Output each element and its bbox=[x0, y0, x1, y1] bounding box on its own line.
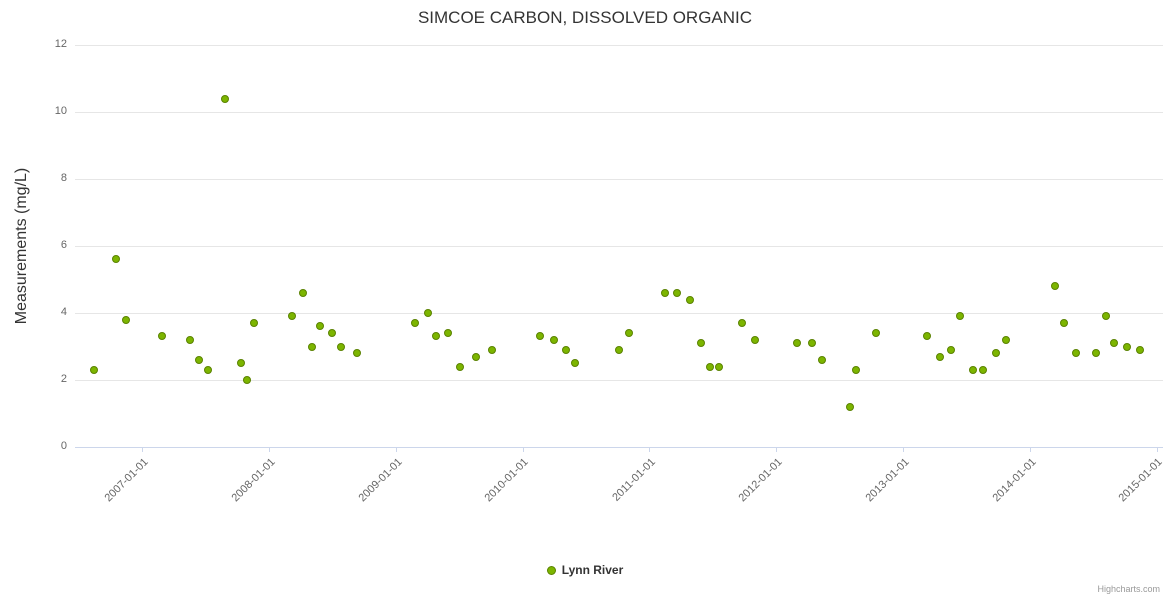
scatter-point[interactable] bbox=[243, 376, 252, 384]
scatter-point[interactable] bbox=[237, 359, 246, 368]
scatter-point[interactable] bbox=[536, 332, 545, 341]
x-axis-tick-label: 2008-01-01 bbox=[229, 456, 278, 505]
scatter-point[interactable] bbox=[660, 288, 669, 297]
x-axis-tick-mark bbox=[903, 447, 905, 452]
x-axis-tick-mark bbox=[142, 447, 144, 452]
scatter-point[interactable] bbox=[337, 342, 346, 351]
scatter-point[interactable] bbox=[817, 355, 826, 364]
x-axis-tick-label: 2014-01-01 bbox=[990, 456, 1039, 505]
x-axis-tick-mark bbox=[1156, 447, 1158, 452]
scatter-point[interactable] bbox=[1060, 319, 1069, 328]
scatter-point[interactable] bbox=[186, 335, 195, 344]
scatter-point[interactable] bbox=[352, 349, 361, 358]
scatter-point[interactable] bbox=[550, 335, 559, 344]
x-axis-tick-mark bbox=[395, 447, 397, 452]
scatter-point[interactable] bbox=[1071, 349, 1080, 358]
scatter-point[interactable] bbox=[852, 365, 861, 374]
scatter-point[interactable] bbox=[845, 402, 854, 411]
scatter-point[interactable] bbox=[792, 339, 801, 348]
scatter-point[interactable] bbox=[956, 312, 965, 321]
scatter-point[interactable] bbox=[686, 295, 694, 304]
scatter-point[interactable] bbox=[220, 94, 229, 103]
scatter-point[interactable] bbox=[158, 332, 167, 341]
scatter-point[interactable] bbox=[456, 362, 465, 371]
y-axis-tick-label: 0 bbox=[60, 440, 67, 452]
y-axis-tick-label: 6 bbox=[60, 239, 67, 251]
scatter-point[interactable] bbox=[807, 339, 816, 348]
legend-label: Lynn River bbox=[561, 563, 624, 577]
x-axis-tick-mark bbox=[776, 447, 778, 452]
y-axis-tick-label: 10 bbox=[54, 105, 67, 117]
gridline bbox=[75, 112, 1163, 113]
scatter-point[interactable] bbox=[561, 345, 570, 354]
scatter-point[interactable] bbox=[1136, 345, 1145, 354]
scatter-point[interactable] bbox=[111, 255, 120, 264]
scatter-point[interactable] bbox=[991, 349, 1000, 358]
highcharts-credit-link[interactable]: Highcharts.com bbox=[1097, 584, 1160, 594]
scatter-point[interactable] bbox=[1101, 312, 1110, 321]
scatter-point[interactable] bbox=[1123, 342, 1132, 351]
scatter-point[interactable] bbox=[615, 345, 623, 354]
scatter-point[interactable] bbox=[204, 365, 213, 374]
y-axis-tick-label: 12 bbox=[54, 38, 67, 50]
scatter-point[interactable] bbox=[308, 342, 317, 351]
scatter-point[interactable] bbox=[195, 355, 204, 364]
scatter-point[interactable] bbox=[1109, 339, 1118, 348]
x-axis-tick-label: 2007-01-01 bbox=[102, 456, 151, 505]
scatter-point[interactable] bbox=[715, 362, 724, 371]
scatter-point[interactable] bbox=[978, 365, 987, 374]
scatter-point[interactable] bbox=[1091, 349, 1100, 358]
scatter-point[interactable] bbox=[488, 345, 497, 354]
x-axis-tick-mark bbox=[1029, 447, 1031, 452]
gridline bbox=[75, 246, 1163, 247]
x-axis-tick-label: 2015-01-01 bbox=[1116, 456, 1166, 505]
x-axis-tick-label: 2011-01-01 bbox=[610, 456, 658, 504]
scatter-point[interactable] bbox=[738, 319, 746, 328]
y-axis-tick-label: 8 bbox=[60, 172, 67, 184]
scatter-point[interactable] bbox=[935, 352, 944, 361]
scatter-point[interactable] bbox=[249, 319, 258, 328]
scatter-point[interactable] bbox=[410, 319, 419, 328]
scatter-point[interactable] bbox=[706, 362, 715, 371]
scatter-point[interactable] bbox=[673, 288, 682, 297]
scatter-point[interactable] bbox=[1051, 282, 1060, 291]
x-axis-tick-mark bbox=[522, 447, 524, 452]
gridline bbox=[75, 179, 1163, 180]
scatter-point[interactable] bbox=[947, 345, 956, 354]
legend-item-lynn-river[interactable]: Lynn River bbox=[0, 563, 1170, 577]
scatter-point[interactable] bbox=[872, 329, 881, 338]
x-axis-line bbox=[75, 447, 1163, 448]
gridline bbox=[75, 45, 1163, 46]
scatter-point[interactable] bbox=[423, 309, 432, 317]
scatter-point[interactable] bbox=[121, 315, 130, 324]
scatter-point[interactable] bbox=[570, 359, 579, 368]
x-axis-tick-label: 2009-01-01 bbox=[356, 456, 405, 505]
scatter-point[interactable] bbox=[625, 329, 634, 338]
scatter-point[interactable] bbox=[328, 329, 337, 338]
gridline bbox=[75, 313, 1163, 314]
scatter-point[interactable] bbox=[923, 332, 932, 341]
scatter-point[interactable] bbox=[287, 312, 296, 321]
gridline bbox=[75, 380, 1163, 381]
legend-marker-icon bbox=[546, 565, 556, 575]
scatter-point[interactable] bbox=[443, 329, 452, 338]
scatter-point[interactable] bbox=[315, 322, 324, 331]
chart-title: SIMCOE CARBON, DISSOLVED ORGANIC bbox=[417, 8, 753, 27]
y-axis-tick-label: 2 bbox=[60, 373, 67, 385]
scatter-point[interactable] bbox=[968, 365, 977, 374]
scatter-point[interactable] bbox=[750, 335, 759, 344]
x-axis-tick-mark bbox=[269, 447, 270, 452]
scatter-point[interactable] bbox=[1001, 335, 1010, 344]
scatter-point[interactable] bbox=[471, 352, 480, 361]
scatter-point[interactable] bbox=[432, 332, 441, 341]
scatter-point[interactable] bbox=[697, 339, 706, 348]
x-axis-tick-label: 2013-01-01 bbox=[863, 456, 912, 505]
y-axis-tick-label: 4 bbox=[60, 306, 67, 318]
scatter-point[interactable] bbox=[299, 288, 308, 297]
scatter-point[interactable] bbox=[90, 365, 99, 374]
x-axis-tick-label: 2010-01-01 bbox=[482, 456, 532, 505]
x-axis-tick-mark bbox=[649, 447, 651, 452]
x-axis-tick-label: 2012-01-01 bbox=[736, 456, 785, 505]
